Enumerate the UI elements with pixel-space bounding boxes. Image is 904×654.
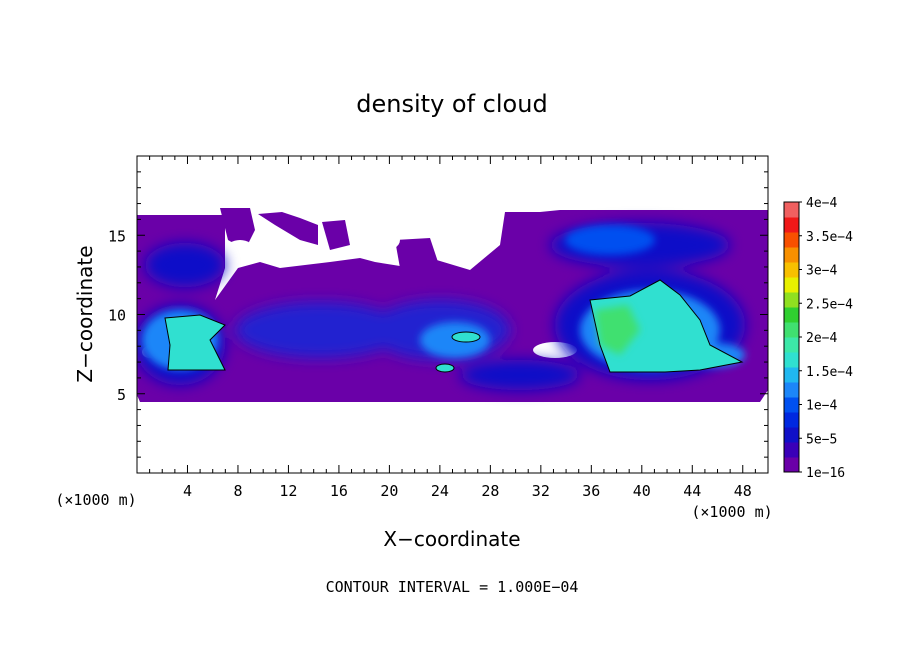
colorbar-label: 1e−4 bbox=[806, 399, 837, 414]
colorbar-swatch bbox=[784, 232, 799, 248]
core-right bbox=[590, 280, 742, 372]
band-dark bbox=[235, 302, 405, 358]
colorbar-swatch bbox=[784, 292, 799, 308]
x-tick-label: 28 bbox=[481, 482, 499, 500]
colorbar-swatch bbox=[784, 217, 799, 233]
colorbar-swatch bbox=[784, 442, 799, 458]
colorbar-swatch bbox=[784, 202, 799, 218]
colorbar-label: 4e−4 bbox=[806, 196, 837, 211]
core-center-small bbox=[436, 364, 454, 372]
colorbar-swatch bbox=[784, 367, 799, 383]
chart-title: density of cloud bbox=[356, 90, 547, 118]
contour-line bbox=[451, 331, 481, 343]
band-dark bbox=[460, 360, 580, 390]
cloud-gap bbox=[226, 240, 254, 260]
colorbar-swatch bbox=[784, 277, 799, 293]
colorbar-label: 2.5e−4 bbox=[806, 297, 853, 312]
x-unit-label: (×1000 m) bbox=[691, 503, 772, 521]
colorbar-swatch bbox=[784, 412, 799, 428]
y-axis-ticks: 5 10 15 bbox=[108, 155, 768, 474]
colorbar-swatch bbox=[784, 382, 799, 398]
x-tick-label: 32 bbox=[532, 482, 550, 500]
cloud-fragment-1 bbox=[220, 208, 255, 250]
x-tick-label: 40 bbox=[633, 482, 651, 500]
x-tick-label: 16 bbox=[330, 482, 348, 500]
core-right-peak bbox=[595, 305, 640, 355]
cloud-gap bbox=[360, 228, 400, 252]
colorbar-label: 5e−5 bbox=[806, 432, 837, 447]
colorbar-label: 3.5e−4 bbox=[806, 230, 853, 245]
y-unit-label: (×1000 m) bbox=[55, 491, 136, 509]
x-axis-label: X−coordinate bbox=[383, 527, 520, 551]
contour-line bbox=[589, 279, 744, 373]
plot-area bbox=[137, 156, 768, 473]
colorbar-swatch bbox=[784, 427, 799, 443]
y-tick-label: 5 bbox=[117, 386, 126, 404]
colorbar-label: 1.5e−4 bbox=[806, 365, 853, 380]
band-mid bbox=[565, 225, 655, 255]
contour-line bbox=[435, 363, 455, 373]
y-axis-label: Z−coordinate bbox=[73, 245, 97, 382]
y-tick-label: 10 bbox=[108, 307, 126, 325]
x-tick-label: 36 bbox=[582, 482, 600, 500]
x-axis-ticks: 4 8 12 16 20 24 28 32 36 40 44 48 bbox=[136, 156, 769, 500]
contour-interval-note: CONTOUR INTERVAL = 1.000E−04 bbox=[326, 578, 579, 596]
colorbar-swatch bbox=[784, 397, 799, 413]
x-tick-label: 24 bbox=[431, 482, 449, 500]
x-tick-label: 20 bbox=[380, 482, 398, 500]
x-tick-label: 44 bbox=[683, 482, 701, 500]
cloud-layer-upper bbox=[258, 212, 318, 245]
x-tick-label: 8 bbox=[233, 482, 242, 500]
contour-line bbox=[164, 314, 226, 371]
colorbar-swatch bbox=[784, 457, 799, 473]
colorbar-label: 2e−4 bbox=[806, 331, 837, 346]
x-tick-label: 48 bbox=[734, 482, 752, 500]
colorbar-swatch bbox=[784, 322, 799, 338]
core-center bbox=[452, 332, 480, 342]
x-tick-label: 12 bbox=[279, 482, 297, 500]
colorbar-swatch bbox=[784, 352, 799, 368]
colorbar-swatch bbox=[784, 247, 799, 263]
colorbar-label: 3e−4 bbox=[806, 264, 837, 279]
band-dark bbox=[145, 243, 225, 287]
colorbar-swatch bbox=[784, 337, 799, 353]
colorbar: 1e−16 5e−5 1e−4 1.5e−4 2e−4 2.5e−4 3e−4 3.5e−4 4… bbox=[783, 196, 853, 481]
cloud-fragment-3 bbox=[322, 220, 350, 250]
cloud-fragment-2 bbox=[395, 238, 438, 275]
x-tick-label: 4 bbox=[183, 482, 192, 500]
core-left bbox=[165, 315, 225, 370]
colorbar-swatch bbox=[784, 307, 799, 323]
colorbar-label: 1e−16 bbox=[806, 466, 845, 481]
colorbar-swatch bbox=[784, 262, 799, 278]
y-tick-label: 15 bbox=[108, 227, 126, 245]
